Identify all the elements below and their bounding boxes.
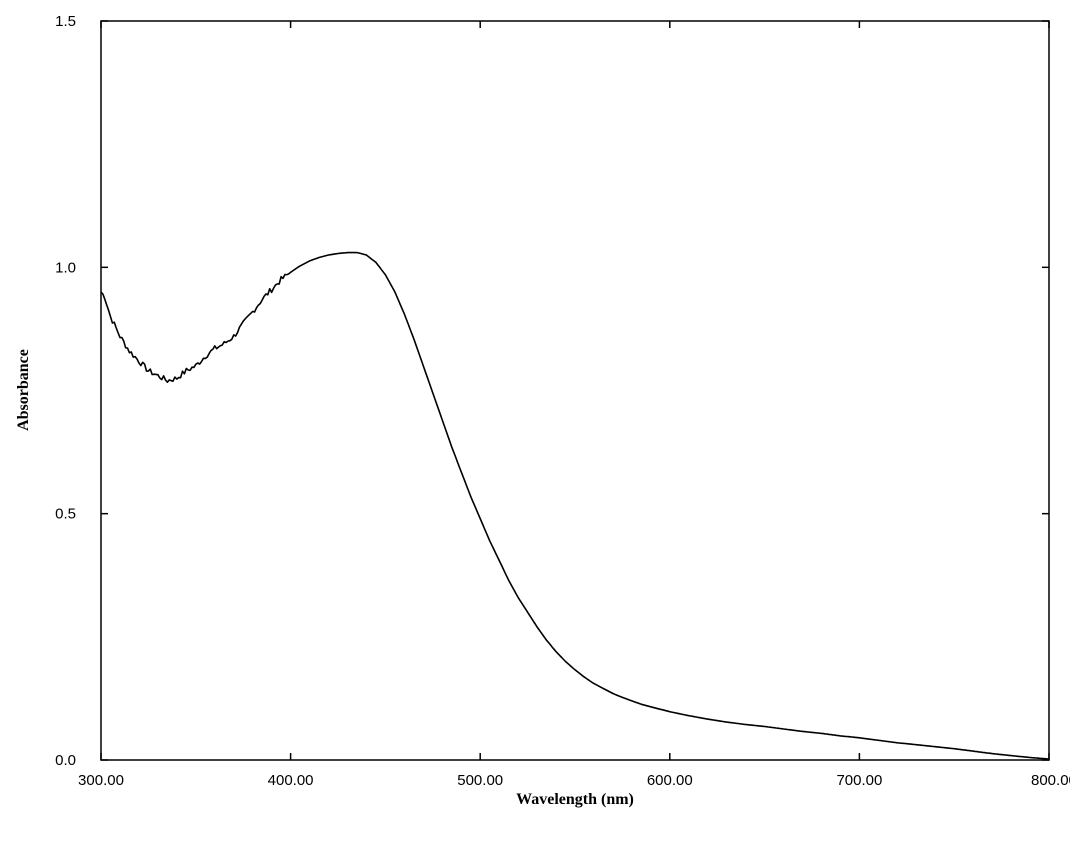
x-tick-label: 400.00 <box>268 772 314 789</box>
x-tick-label: 800.00 <box>1031 772 1070 789</box>
x-tick-label: 300.00 <box>78 772 124 789</box>
y-axis-title: Absorbance <box>15 349 32 431</box>
y-tick-label: 0.5 <box>55 506 76 523</box>
x-tick-label: 700.00 <box>836 772 882 789</box>
y-tick-label: 1.0 <box>55 259 76 276</box>
y-tick-label: 1.5 <box>55 13 76 30</box>
x-tick-label: 500.00 <box>457 772 503 789</box>
y-axis-ticks: 0.0 0.5 1.0 1.5 <box>55 13 1049 769</box>
plot-frame <box>100 20 1050 761</box>
x-axis-ticks: 300.00 400.00 500.00 600.00 700.00 800.00 <box>78 21 1070 789</box>
x-axis-title: Wavelength (nm) <box>516 791 634 808</box>
x-tick-label: 600.00 <box>647 772 693 789</box>
absorbance-series-line <box>100 251 1050 760</box>
y-tick-label: 0.0 <box>55 752 76 769</box>
